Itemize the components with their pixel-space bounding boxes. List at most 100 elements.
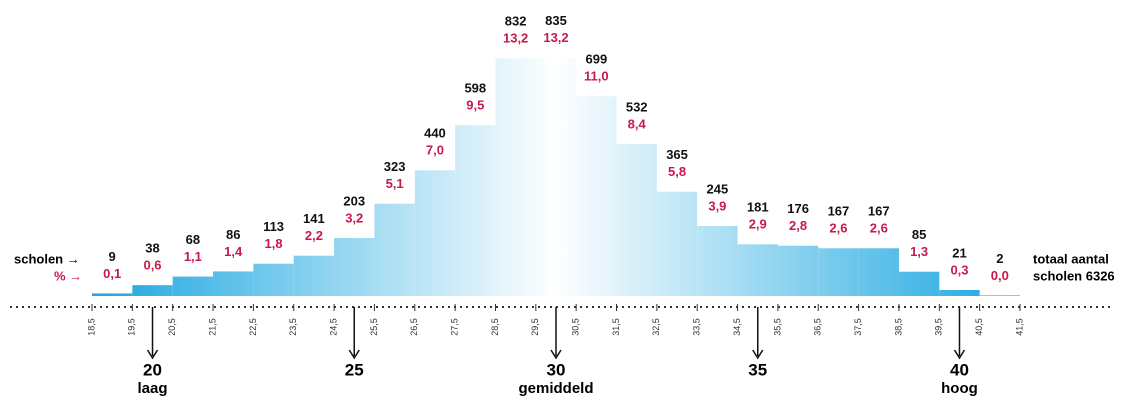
count-label: 598 xyxy=(464,81,486,96)
bar xyxy=(737,244,778,296)
bar xyxy=(213,271,254,296)
bar xyxy=(414,170,456,296)
marker-label: 35 xyxy=(748,360,767,379)
count-label: 532 xyxy=(626,99,648,114)
x-tick-label: 30,5 xyxy=(571,318,581,336)
bar xyxy=(374,203,415,296)
legend-label: % → xyxy=(54,268,82,283)
bar xyxy=(293,255,335,296)
count-label: 181 xyxy=(747,200,769,215)
marker-sublabel: gemiddeld xyxy=(518,380,593,397)
x-tick-label: 21,5 xyxy=(207,318,217,336)
percent-label: 5,1 xyxy=(386,176,404,191)
x-tick-label: 29,5 xyxy=(530,318,540,336)
count-label: 245 xyxy=(707,181,729,196)
arrow-head xyxy=(146,349,159,360)
marker-label: 40 xyxy=(950,360,969,379)
count-label: 440 xyxy=(424,126,446,141)
arrow-head xyxy=(348,349,360,360)
arrow-head xyxy=(752,349,764,360)
x-tick-label: 19,5 xyxy=(127,318,137,336)
percent-label: 5,8 xyxy=(668,164,686,179)
x-tick-label: 27,5 xyxy=(450,318,460,336)
count-label: 86 xyxy=(226,227,240,242)
bar xyxy=(535,57,577,296)
percent-label: 1,4 xyxy=(224,244,243,259)
percent-label: 0,6 xyxy=(143,258,161,273)
count-label: 2 xyxy=(996,251,1003,266)
bar xyxy=(495,58,536,297)
count-label: 323 xyxy=(384,159,406,174)
bar xyxy=(253,263,294,296)
x-tick-label: 24,5 xyxy=(328,318,338,336)
percent-label: 13,2 xyxy=(543,30,568,45)
bar xyxy=(455,125,496,297)
count-label: 167 xyxy=(868,204,890,219)
arrow-head xyxy=(550,349,562,360)
count-label: 176 xyxy=(787,201,809,216)
annotation: totaal aantal xyxy=(1033,251,1109,266)
count-label: 9 xyxy=(109,249,116,264)
percent-label: 1,3 xyxy=(910,244,928,259)
bar xyxy=(172,276,214,296)
marker-label: 20 xyxy=(143,360,162,379)
bar xyxy=(616,144,657,296)
marker-label: 30 xyxy=(547,360,566,379)
percent-label: 1,8 xyxy=(265,236,283,251)
bar xyxy=(576,96,617,297)
x-tick-label: 26,5 xyxy=(409,318,419,336)
bar xyxy=(132,285,173,296)
x-tick-label: 23,5 xyxy=(288,318,298,336)
count-label: 167 xyxy=(828,204,850,219)
x-tick-label: 41,5 xyxy=(1014,318,1024,336)
marker-label: 25 xyxy=(345,360,364,379)
percent-label: 3,9 xyxy=(708,198,726,213)
marker-sublabel: hoog xyxy=(941,380,978,397)
count-label: 141 xyxy=(303,211,325,226)
bar xyxy=(92,293,133,296)
percent-label: 0,0 xyxy=(991,268,1009,283)
count-label: 832 xyxy=(505,14,527,29)
annotation: scholen 6326 xyxy=(1033,268,1115,283)
count-label: 365 xyxy=(666,147,688,162)
bar xyxy=(939,290,980,296)
x-tick-label: 18,5 xyxy=(86,318,96,336)
x-tick-label: 22,5 xyxy=(248,318,258,336)
bar xyxy=(818,248,859,296)
x-tick-label: 32,5 xyxy=(651,318,661,336)
percent-label: 9,5 xyxy=(466,98,484,113)
arrow-head xyxy=(953,349,966,360)
x-tick-label: 20,5 xyxy=(167,318,177,336)
x-tick-label: 25,5 xyxy=(369,318,379,336)
percent-label: 0,3 xyxy=(950,262,968,277)
percent-label: 2,2 xyxy=(305,228,323,243)
percent-label: 11,0 xyxy=(584,69,609,84)
percent-label: 13,2 xyxy=(503,31,528,46)
percent-label: 2,9 xyxy=(749,217,767,232)
percent-label: 7,0 xyxy=(426,143,444,158)
percent-label: 2,8 xyxy=(789,218,807,233)
count-label: 85 xyxy=(912,227,926,242)
bar xyxy=(979,295,1020,296)
bar xyxy=(898,271,940,296)
bar xyxy=(858,248,899,296)
x-tick-label: 28,5 xyxy=(490,318,500,336)
x-tick-label: 35,5 xyxy=(772,318,782,336)
x-tick-label: 33,5 xyxy=(692,318,702,336)
count-label: 68 xyxy=(186,232,200,247)
x-tick-label: 31,5 xyxy=(611,318,621,336)
x-tick-label: 34,5 xyxy=(732,318,742,336)
count-label: 113 xyxy=(263,219,284,234)
legend-label: scholen → xyxy=(14,251,80,266)
count-label: 835 xyxy=(545,13,567,28)
x-tick-label: 37,5 xyxy=(853,318,863,336)
bar xyxy=(777,245,819,296)
bar xyxy=(656,191,698,296)
x-tick-label: 39,5 xyxy=(934,318,944,336)
percent-label: 3,2 xyxy=(345,210,363,225)
percent-label: 2,6 xyxy=(870,221,888,236)
x-tick-label: 38,5 xyxy=(893,318,903,336)
count-label: 38 xyxy=(145,241,159,256)
count-label: 699 xyxy=(585,52,607,67)
